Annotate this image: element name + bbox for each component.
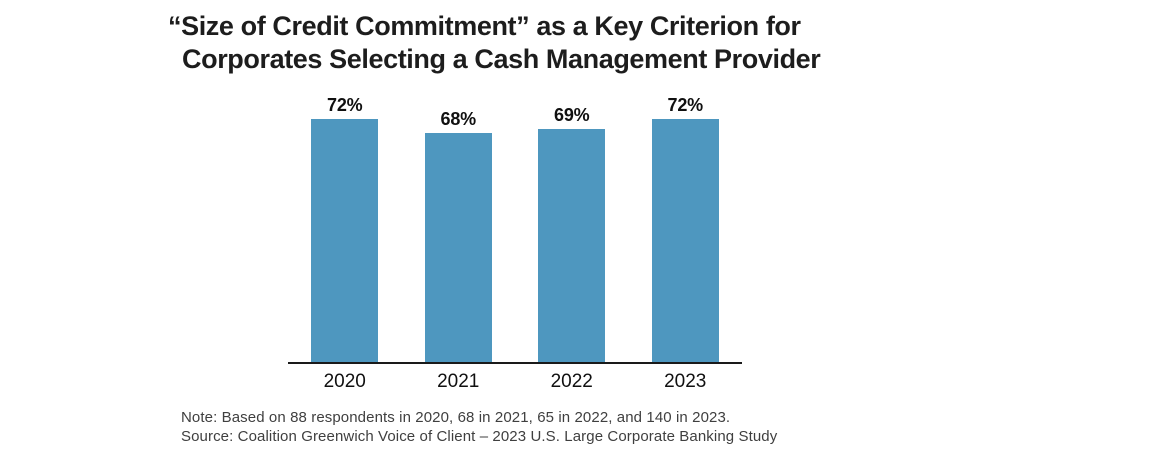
x-tick-label-2023: 2023 — [664, 371, 707, 392]
bar-value-label: 72% — [327, 95, 363, 115]
x-axis-line — [288, 362, 742, 364]
x-axis-tick-labels: 2020 2021 2022 2023 — [288, 371, 742, 393]
x-tick-label-2020: 2020 — [323, 371, 366, 392]
x-tick-label-2021: 2021 — [437, 371, 480, 392]
bars-row: 72% 68% 69% 72% — [288, 95, 743, 362]
bar-slot-2020: 72% — [288, 95, 402, 362]
note-text: Note: Based on 88 respondents in 2020, 6… — [181, 409, 731, 426]
bar-slot-2023: 72% — [629, 95, 743, 362]
bar-2020 — [311, 119, 379, 362]
chart-title: “Size of Credit Commitment” as a Key Cri… — [168, 10, 821, 76]
chart-title-line-1: “Size of Credit Commitment” as a Key Cri… — [168, 11, 801, 41]
footnotes: Note: Based on 88 respondents in 2020, 6… — [181, 408, 777, 446]
bar-chart: 72% 68% 69% 72% 2020 2021 2022 2023 — [288, 95, 743, 393]
bar-2021 — [424, 132, 492, 362]
bar-value-label: 68% — [440, 108, 477, 129]
bar-slot-2021: 68% — [402, 108, 516, 362]
source-text: Source: Coalition Greenwich Voice of Cli… — [181, 428, 778, 445]
x-tick-label-2022: 2022 — [550, 371, 593, 392]
bar-value-label: 69% — [554, 105, 590, 126]
chart-title-line-2: Corporates Selecting a Cash Management P… — [182, 44, 821, 74]
bar-2022 — [538, 129, 606, 362]
bar-value-label: 72% — [667, 95, 704, 115]
bar-2023 — [651, 119, 719, 362]
bar-slot-2022: 69% — [515, 105, 629, 362]
